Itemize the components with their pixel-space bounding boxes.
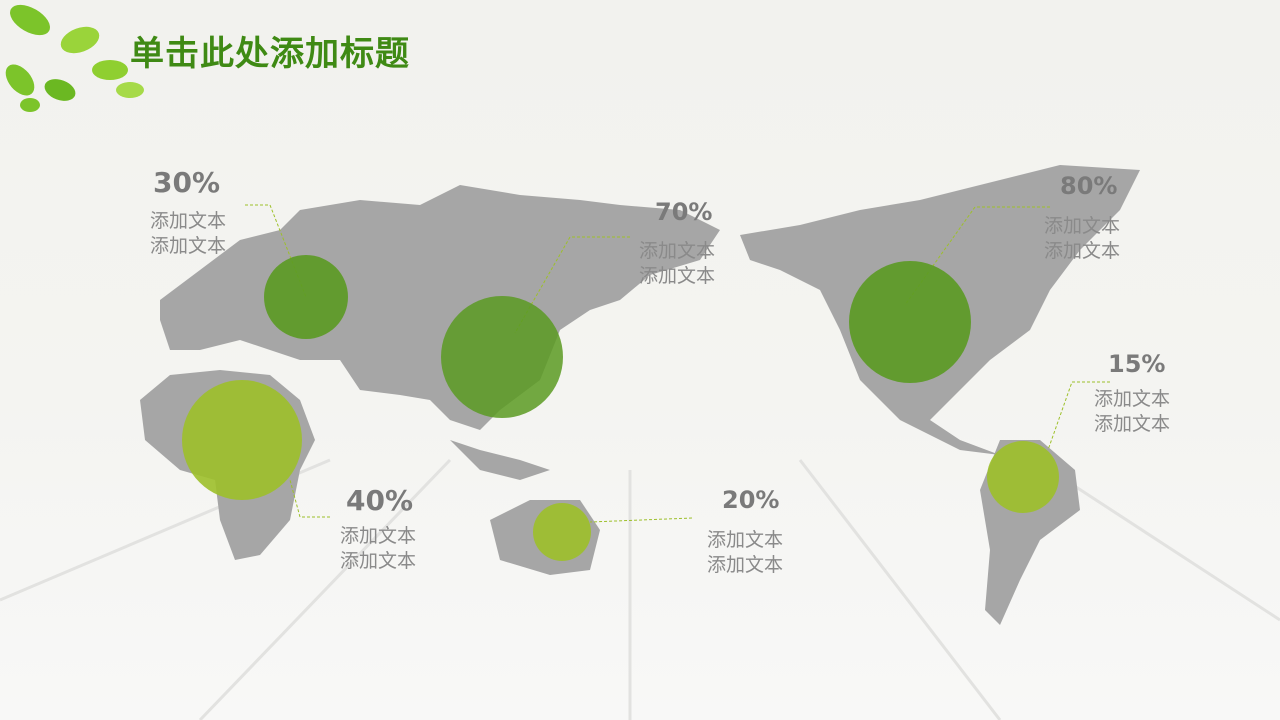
- callout-value: 15%: [1108, 350, 1166, 378]
- callout-text: 添加文本 添加文本: [1094, 388, 1171, 435]
- bubbles: [182, 255, 1059, 561]
- floor-lines: [0, 458, 1280, 720]
- callout-value: 70%: [655, 198, 713, 226]
- callout-value: 20%: [722, 486, 780, 514]
- bubble-30: [264, 255, 348, 339]
- callout-value: 40%: [346, 484, 414, 517]
- callout-text: 添加文本 添加文本: [639, 240, 716, 287]
- leaves-decoration: [5, 4, 144, 112]
- bubble-15: [987, 441, 1059, 513]
- bubble-80: [849, 261, 971, 383]
- callout-value: 30%: [153, 166, 221, 199]
- callout-value: 80%: [1060, 172, 1118, 200]
- bubble-40: [182, 380, 302, 500]
- slide-title[interactable]: 单击此处添加标题: [130, 34, 410, 74]
- callout-text: 添加文本 添加文本: [150, 210, 227, 257]
- callout-text: 添加文本 添加文本: [1044, 215, 1121, 262]
- continents: [140, 165, 1140, 625]
- callout-text: 添加文本 添加文本: [707, 529, 784, 576]
- callout-text: 添加文本 添加文本: [340, 525, 417, 572]
- europe-asia: [160, 185, 720, 430]
- bubble-70: [441, 296, 563, 418]
- southeast-asia: [450, 440, 550, 480]
- bubble-20: [533, 503, 591, 561]
